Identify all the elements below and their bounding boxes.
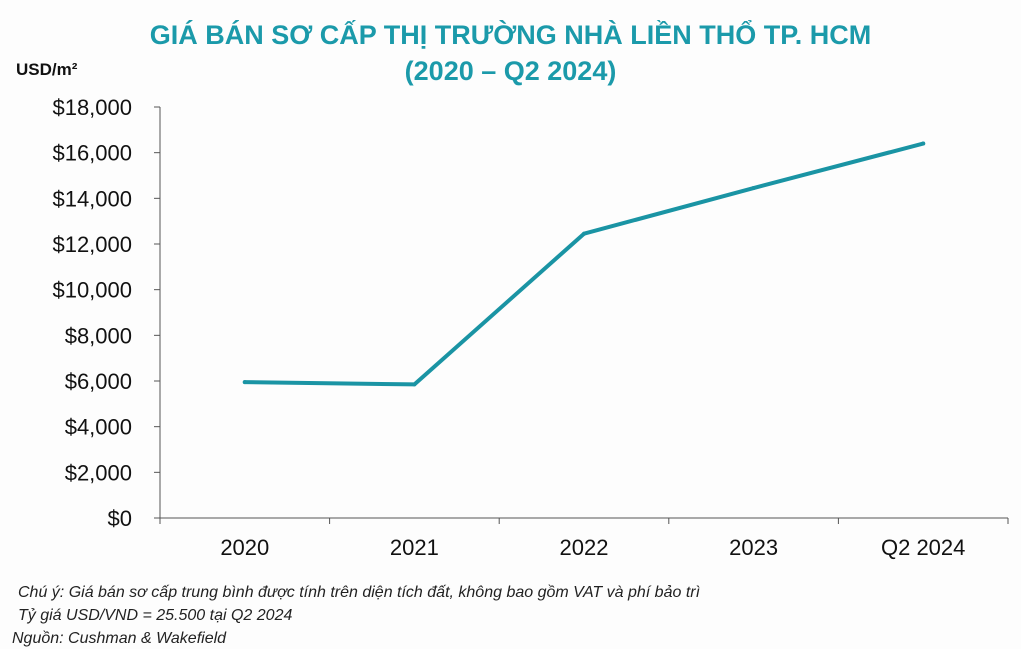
y-tick-label: $16,000 (52, 141, 132, 166)
y-tick-label: $8,000 (65, 323, 132, 348)
data-point (242, 380, 247, 385)
chart-subtitle: (2020 – Q2 2024) (404, 56, 617, 86)
y-tick-label: $18,000 (52, 95, 132, 120)
data-point (921, 141, 926, 146)
note-text: Chú ý: Giá bán sơ cấp trung bình được tí… (18, 584, 701, 601)
y-tick-label: $10,000 (52, 278, 132, 303)
data-point (751, 186, 756, 191)
source-text: Nguồn: Cushman & Wakefield (12, 630, 227, 647)
series-line (242, 141, 926, 387)
y-tick-label: $14,000 (52, 186, 132, 211)
y-tick-label: $0 (108, 506, 132, 531)
x-tick-label: Q2 2024 (881, 535, 965, 560)
x-tick-label: 2020 (220, 535, 269, 560)
exchange-rate-text: Tỷ giá USD/VND = 25.500 tại Q2 2024 (18, 607, 293, 624)
x-tick-label: 2022 (560, 535, 609, 560)
x-tick-label: 2021 (390, 535, 439, 560)
chart-title: GIÁ BÁN SƠ CẤP THỊ TRƯỜNG NHÀ LIỀN THỔ T… (149, 20, 872, 50)
x-tick-label: 2023 (729, 535, 778, 560)
y-tick-label: $12,000 (52, 232, 132, 257)
y-tick-label: $2,000 (65, 460, 132, 485)
y-tick-label: $6,000 (65, 369, 132, 394)
y-axis-label: USD/m² (16, 60, 78, 79)
data-point (582, 231, 586, 236)
y-tick-label: $4,000 (65, 415, 132, 440)
data-point (412, 382, 417, 387)
